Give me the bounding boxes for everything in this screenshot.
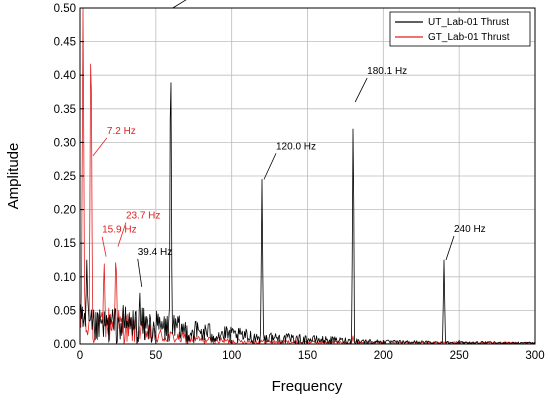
annotation-label: 7.2 Hz — [107, 126, 136, 137]
y-tick-label: 0.10 — [54, 272, 76, 284]
annotation-arrow — [263, 153, 277, 180]
x-tick-label: 100 — [222, 350, 241, 362]
y-tick-label: 0.45 — [54, 37, 76, 49]
annotation-label: 39.4 Hz — [138, 247, 172, 258]
legend: UT_Lab-01 Thrust GT_Lab-01 Thrust — [389, 11, 531, 47]
annotation-arrow — [92, 137, 108, 157]
y-tick-label: 0.35 — [54, 104, 76, 116]
y-tick-label: 0.50 — [54, 3, 76, 15]
annotation-label: 23.7 Hz — [126, 211, 160, 222]
x-tick-label: 50 — [149, 350, 162, 362]
y-tick-label: 0.15 — [54, 238, 76, 250]
x-tick-label: 250 — [450, 350, 469, 362]
annotation-label: 15.9 Hz — [102, 225, 136, 236]
y-tick-label: 0.40 — [54, 70, 76, 82]
y-tick-label: 0.05 — [54, 305, 76, 317]
annotation-arrow — [354, 77, 368, 103]
annotation-label: 120.0 Hz — [276, 141, 316, 152]
x-tick-label: 150 — [298, 350, 317, 362]
y-tick-label: 0.30 — [54, 137, 76, 149]
y-tick-label: 0.00 — [54, 339, 76, 351]
legend-label-ut: UT_Lab-01 Thrust — [428, 17, 509, 28]
y-axis-title: Amplitude — [5, 143, 22, 210]
grid — [80, 8, 535, 344]
ticks: 0 50 100 150 200 250 300 0.00 0.05 0.10 0.15 0.20 0.… — [54, 3, 545, 362]
legend-box — [389, 11, 531, 47]
x-tick-label: 300 — [525, 350, 544, 362]
annotation-arrow — [172, 0, 187, 9]
x-axis-title: Frequency — [272, 378, 343, 395]
x-tick-label: 0 — [77, 350, 83, 362]
legend-label-gt: GT_Lab-01 Thrust — [428, 32, 510, 43]
annotation-arrow — [117, 222, 127, 247]
annotation-arrow — [101, 236, 107, 257]
x-tick-label: 200 — [374, 350, 393, 362]
y-tick-label: 0.20 — [54, 205, 76, 217]
annotation-label: 240 Hz — [454, 224, 486, 235]
annotation-arrow — [445, 235, 455, 261]
annotation-label: 180.1 Hz — [367, 66, 407, 77]
annotation-arrow — [137, 258, 143, 287]
y-tick-label: 0.25 — [54, 171, 76, 183]
